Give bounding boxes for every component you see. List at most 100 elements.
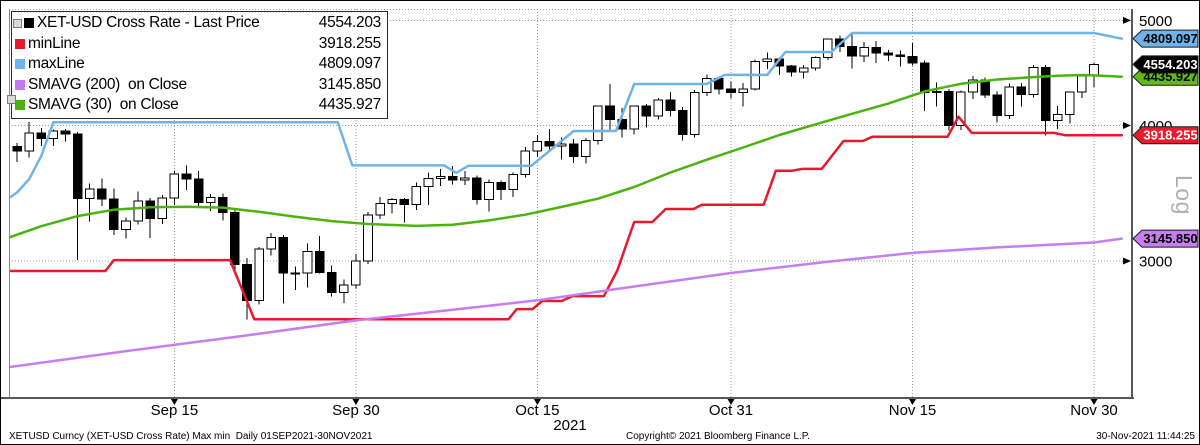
candle-body [931, 90, 942, 94]
footer-security-info: XETUSD Curncy (XET-USD Cross Rate) Max m… [9, 431, 373, 442]
x-tick-arrow [1090, 399, 1098, 405]
candle-body [411, 185, 422, 206]
x-axis-label-Nov-30: Nov 30 [1070, 402, 1118, 419]
candle-body [919, 62, 930, 94]
candle-body [339, 284, 349, 294]
candle-body [568, 143, 579, 157]
candle-body [363, 214, 373, 262]
smavg200-chip [15, 79, 25, 90]
candle-body [266, 236, 276, 250]
price-badge-3918.255: 3918.255 [1132, 126, 1199, 145]
candle-body [544, 140, 555, 147]
candle-body [218, 196, 228, 213]
candle-body [677, 109, 688, 136]
candle-body [605, 105, 615, 120]
candle-body [581, 140, 591, 157]
candle-body [847, 45, 857, 57]
candle-body [944, 90, 954, 127]
x-axis-label-Oct-15: Oct 15 [515, 402, 559, 419]
candle-body [230, 211, 240, 266]
legend-value: 4809.097 [318, 55, 382, 73]
x-tick-arrow [727, 399, 735, 405]
legend-box[interactable]: XET-USD Cross Rate - Last Price 4554.203… [7, 11, 388, 119]
candle-body [593, 105, 603, 142]
candle-body [738, 88, 748, 93]
candle-body [314, 250, 325, 273]
candle-body [36, 132, 47, 140]
candle-body [326, 271, 337, 294]
candle-body [169, 173, 180, 199]
candle-body [278, 236, 289, 274]
series-smavg-200-on-close [9, 237, 1124, 369]
legend-label: SMAVG (30) on Close [28, 96, 179, 114]
candle-body [24, 132, 34, 152]
legend-value: 3918.255 [318, 34, 382, 52]
x-tick-arrow [352, 399, 360, 405]
x-tick-arrow [170, 399, 178, 405]
legend-row-maxline: maxLine 4809.097 [12, 54, 387, 75]
legend-row-smavg200: SMAVG (200) on Close 3145.850 [12, 75, 387, 96]
candle-body [532, 140, 543, 152]
minline-chip [15, 38, 25, 49]
candle-body [60, 130, 71, 135]
price-badge-3145.850: 3145.850 [1132, 229, 1199, 248]
candle-body [956, 91, 966, 127]
price-badge-label: 3145.850 [1143, 231, 1197, 246]
log-scale-toggle[interactable]: Log [1171, 175, 1197, 215]
legend-label: maxLine [28, 55, 85, 73]
price-badge-label: 4554.203 [1143, 57, 1197, 72]
candle-body [205, 196, 216, 204]
last-price-chip [24, 18, 34, 29]
plot-area[interactable] [1, 31, 1124, 369]
legend-grip[interactable] [13, 18, 22, 28]
legend-grip[interactable] [7, 95, 16, 104]
candle-body [12, 146, 22, 152]
price-badge-label: 3918.255 [1143, 128, 1197, 143]
candle-body [871, 46, 882, 54]
legend-label: SMAVG (200) on Close [28, 75, 187, 93]
candle-body [1077, 75, 1087, 93]
candle-body [992, 94, 1003, 116]
candle-body [823, 38, 833, 59]
candle-body [810, 57, 821, 69]
candle-body [375, 202, 385, 216]
y-tick-arrow [1123, 121, 1131, 129]
x-axis-label-Sep-30: Sep 30 [332, 402, 380, 419]
legend-row-minline: minLine 3918.255 [12, 34, 387, 55]
x-axis-label-Nov-15: Nov 15 [889, 402, 937, 419]
x-tick-arrow [909, 399, 916, 405]
legend-value: 3145.850 [318, 75, 382, 93]
candle-body [1004, 86, 1015, 116]
candle-body [460, 177, 470, 181]
candle-body [423, 177, 434, 187]
candle-body [665, 99, 676, 111]
candle-body [786, 65, 797, 73]
candle-body [302, 250, 313, 274]
footer-timestamp: 30-Nov-2021 11:44:25 [1096, 431, 1195, 442]
y-tick-arrow [1123, 257, 1131, 265]
x-axis-label-Sep-15: Sep 15 [151, 402, 199, 419]
candle-body [145, 200, 155, 219]
y-axis-label-5000: 5000 [1139, 13, 1172, 30]
candle-body [84, 188, 95, 200]
legend-value: 4554.203 [318, 14, 382, 32]
series-maxline [9, 31, 1124, 200]
candle-body [859, 46, 869, 57]
candle-body [895, 54, 906, 58]
candle-body [109, 198, 119, 230]
candle-body [484, 181, 494, 201]
candle-body [702, 78, 712, 94]
candle-body [290, 272, 301, 275]
candle-body [726, 88, 736, 93]
price-badge-label: 4809.097 [1143, 31, 1197, 46]
candle-body [435, 176, 446, 179]
candle-body [762, 58, 773, 62]
maxline-chip [15, 59, 25, 70]
candle-body [1065, 91, 1075, 116]
candle-body [641, 105, 652, 117]
y-tick-arrow [1123, 16, 1131, 24]
candle-body [9, 146, 10, 199]
candle-body [968, 79, 978, 93]
